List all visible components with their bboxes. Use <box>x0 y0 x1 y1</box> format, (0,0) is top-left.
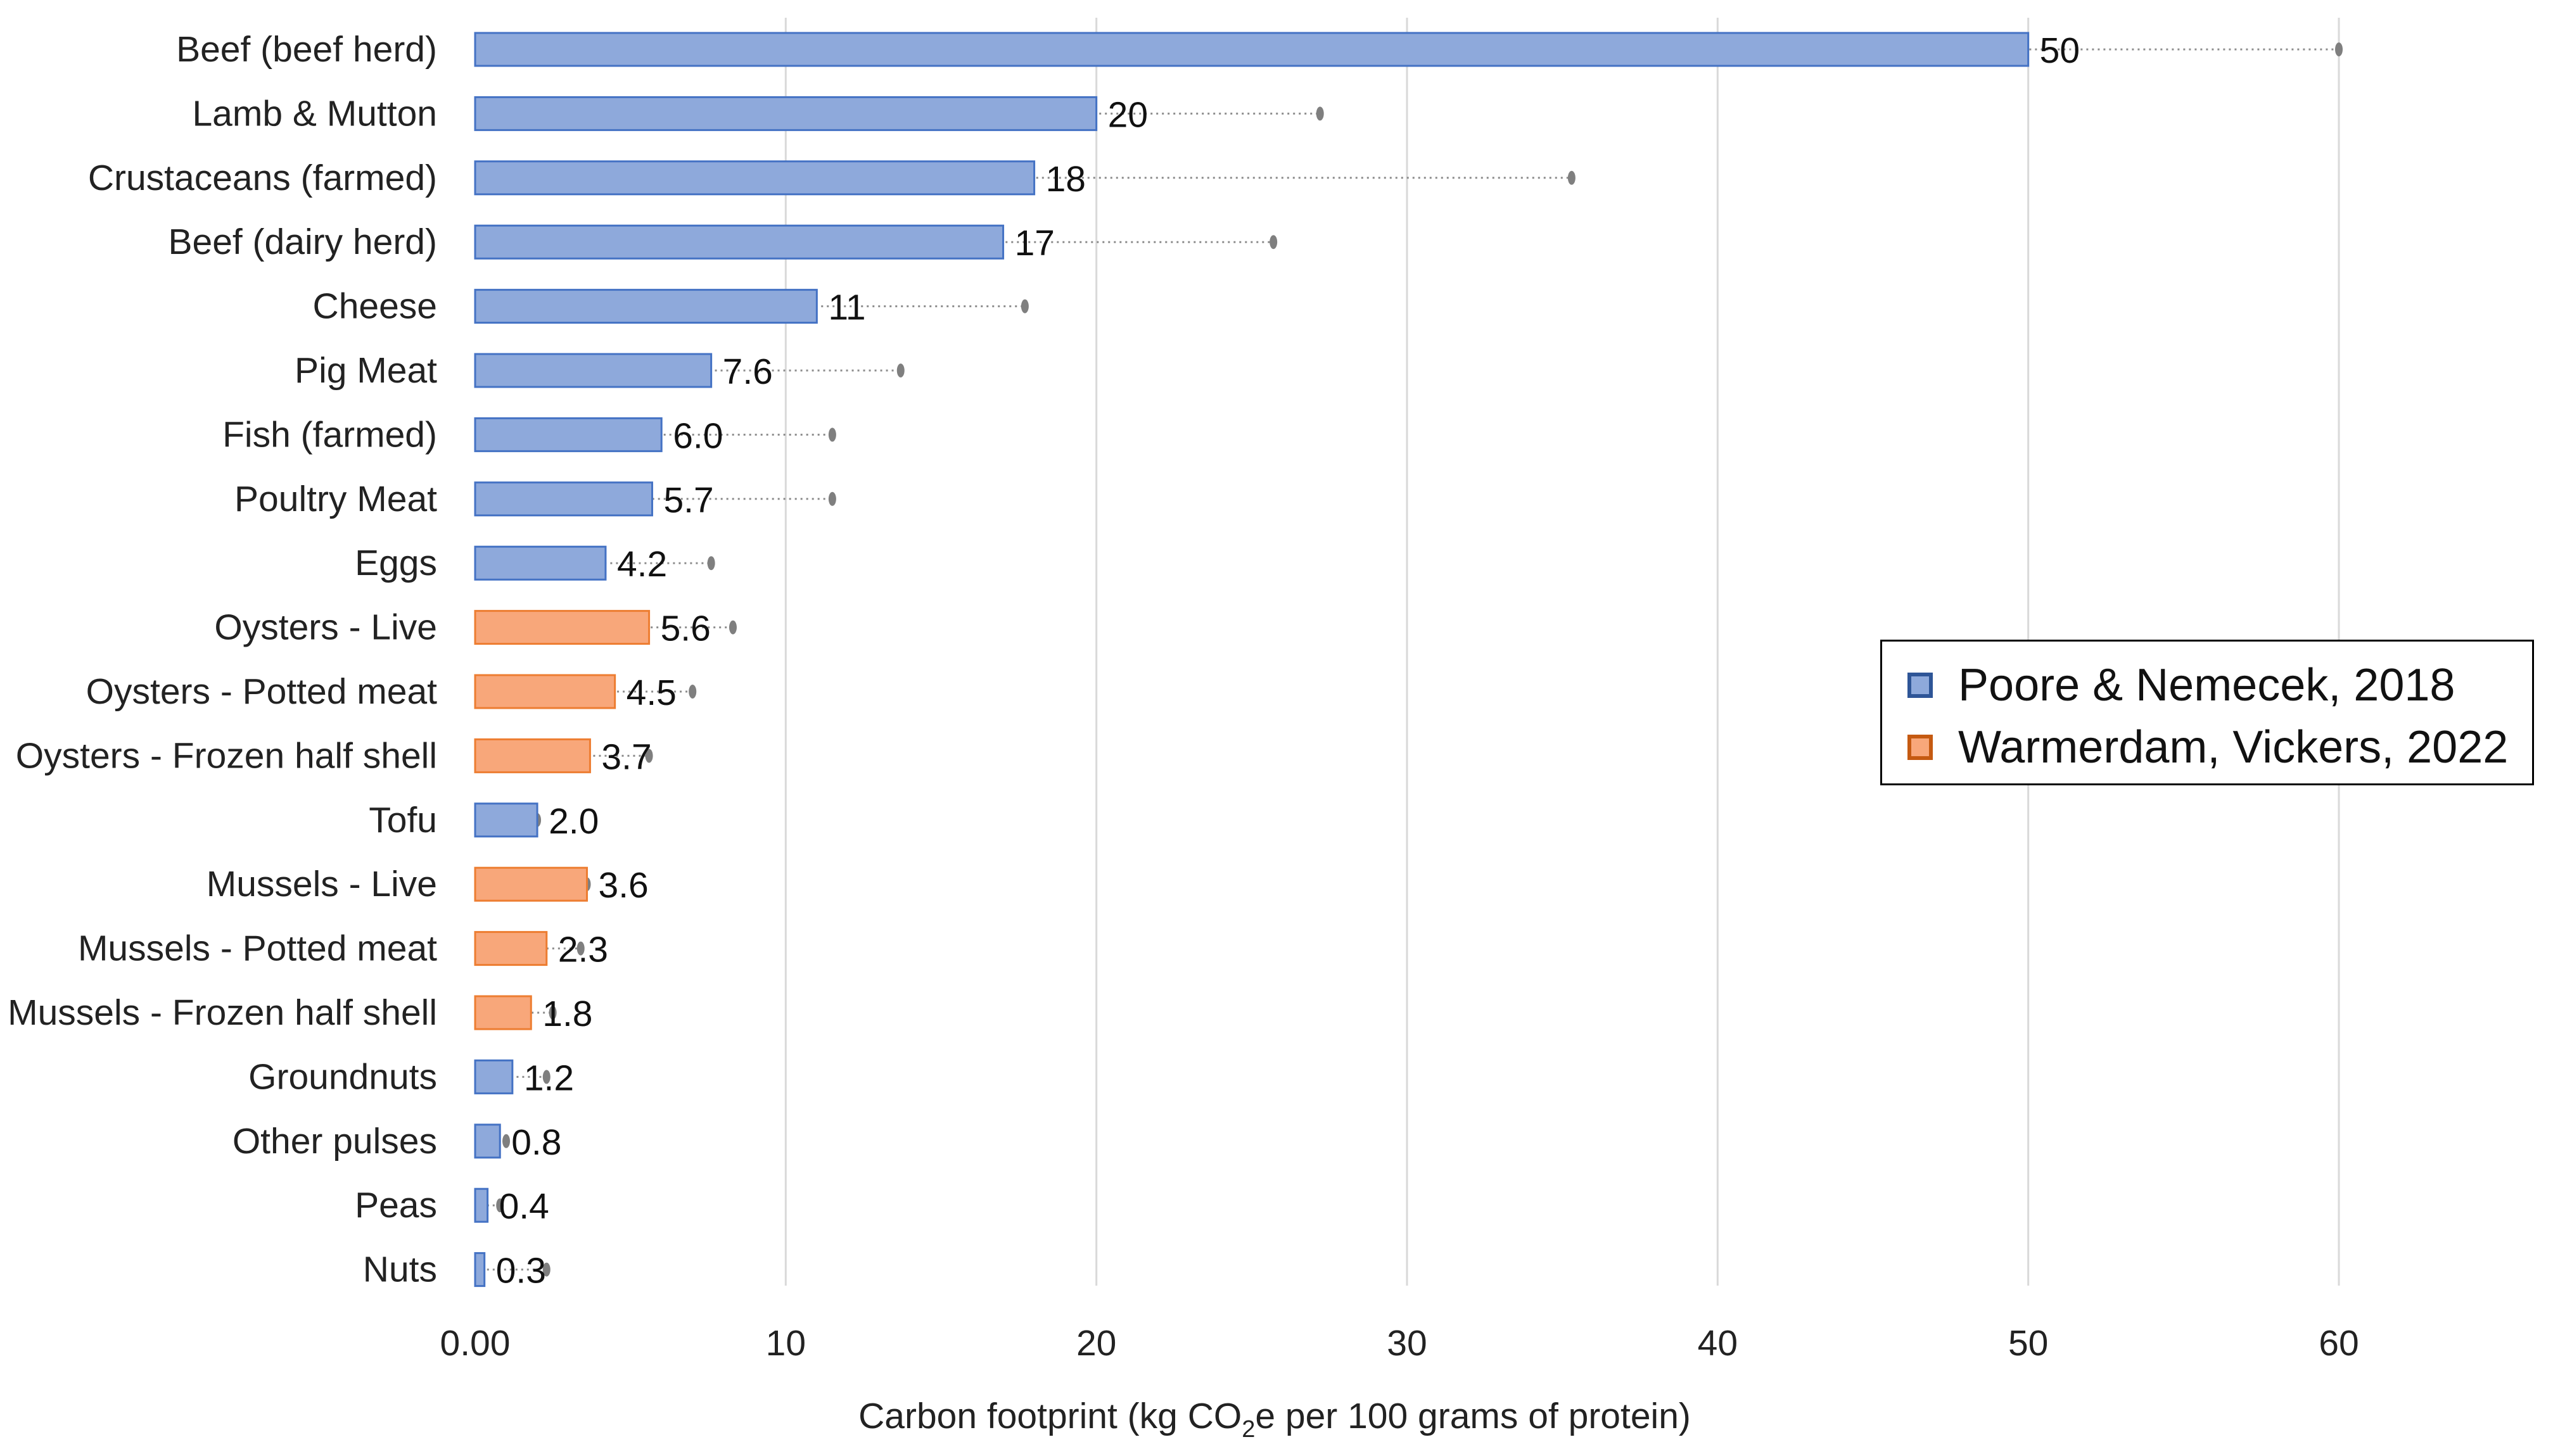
bar <box>474 96 1098 131</box>
legend: Poore & Nemecek, 2018 Warmerdam, Vickers… <box>1880 640 2534 785</box>
data-label: 4.5 <box>627 673 677 713</box>
data-label: 0.8 <box>511 1122 561 1163</box>
category-label: Peas <box>355 1185 437 1225</box>
range-high-marker <box>1021 299 1029 313</box>
data-label: 5.7 <box>663 480 713 521</box>
data-label: 0.3 <box>496 1251 546 1291</box>
bar <box>474 417 663 452</box>
range-high-marker <box>828 491 836 506</box>
bar <box>474 353 713 388</box>
category-label: Beef (beef herd) <box>176 29 437 70</box>
bar <box>474 1124 501 1159</box>
range-high-marker <box>707 556 715 571</box>
category-label: Oysters - Live <box>214 607 437 648</box>
data-label: 11 <box>828 288 865 328</box>
bar <box>474 160 1036 196</box>
category-label: Poultry Meat <box>234 479 437 519</box>
bar <box>474 995 532 1030</box>
x-axis-title: Carbon footprint (kg CO2e per 100 grams … <box>858 1396 1691 1443</box>
category-label: Oysters - Frozen half shell <box>16 735 437 776</box>
data-label: 17 <box>1015 223 1055 263</box>
x-tick-labels: 0.00 10 20 30 40 50 60 <box>440 1323 2359 1364</box>
x-tick-label: 0.00 <box>440 1323 511 1364</box>
category-label: Mussels - Frozen half shell <box>8 992 437 1033</box>
legend-item-warmerdam: Warmerdam, Vickers, 2022 <box>1907 719 2508 776</box>
data-labels: 50 20 18 17 11 7.66.0 5.7 4.2 5.6 4.5 3.72.03.6 2.3… <box>496 30 2080 1291</box>
range-high-marker <box>549 1006 557 1020</box>
category-label: Fish (farmed) <box>222 414 437 455</box>
range-high-marker <box>542 1070 551 1084</box>
category-label: Tofu <box>369 800 437 840</box>
bar <box>474 481 653 517</box>
bar <box>474 738 591 773</box>
range-high-marker <box>729 620 737 635</box>
bar <box>474 545 607 581</box>
bar <box>474 866 589 902</box>
data-label: 3.6 <box>599 865 649 906</box>
range-high-marker <box>496 1198 504 1213</box>
category-label: Cheese <box>313 286 437 327</box>
bar <box>474 1059 514 1094</box>
bar <box>474 289 818 324</box>
data-label: 0.4 <box>499 1186 549 1227</box>
category-label: Mussels - Potted meat <box>78 928 437 969</box>
range-high-marker <box>576 941 585 956</box>
legend-swatch-warmerdam <box>1907 735 1933 760</box>
data-label: 6.0 <box>673 415 723 456</box>
category-label: Other pulses <box>232 1121 437 1162</box>
data-label: 2.3 <box>558 930 608 970</box>
legend-swatch-poore <box>1907 673 1933 698</box>
range-high-marker <box>1567 170 1576 185</box>
range-high-marker <box>689 685 697 699</box>
range-high-marker <box>1270 235 1278 250</box>
x-tick-label: 20 <box>1076 1323 1116 1364</box>
range-high-marker <box>896 364 905 377</box>
range-high-marker <box>2335 42 2343 56</box>
category-labels: Beef (beef herd) Lamb & Mutton Crustaceans… <box>8 29 437 1290</box>
bar <box>474 1187 489 1223</box>
x-tick-label: 30 <box>1387 1323 1427 1364</box>
category-label: Oysters - Potted meat <box>86 671 438 712</box>
x-tick-label: 50 <box>2008 1323 2048 1364</box>
data-label: 2.0 <box>549 801 599 842</box>
bar <box>474 674 616 709</box>
data-label: 7.6 <box>723 351 773 392</box>
legend-label-poore: Poore & Nemecek, 2018 <box>1958 660 2455 711</box>
x-tick-label: 10 <box>766 1323 806 1364</box>
category-label: Crustaceans (farmed) <box>88 158 437 198</box>
category-label: Mussels - Live <box>207 864 437 904</box>
x-tick-label: 40 <box>1698 1323 1738 1364</box>
category-label: Groundnuts <box>248 1056 437 1097</box>
data-label: 4.2 <box>617 544 667 585</box>
bar <box>474 610 651 645</box>
range-high-marker <box>828 427 836 442</box>
data-label: 20 <box>1108 94 1148 135</box>
range-high-marker <box>502 1134 511 1148</box>
bar <box>474 931 548 966</box>
category-label: Pig Meat <box>295 350 437 391</box>
bars <box>474 32 2030 1288</box>
x-tick-label: 60 <box>2319 1323 2359 1364</box>
range-high-marker <box>542 1262 551 1277</box>
range-high-marker <box>645 749 653 763</box>
bar <box>474 32 2030 67</box>
data-label: 18 <box>1046 159 1086 199</box>
data-label: 50 <box>2040 30 2080 71</box>
category-label: Eggs <box>355 543 437 583</box>
data-label: 1.8 <box>542 994 592 1034</box>
bar <box>474 1252 486 1288</box>
legend-label-warmerdam: Warmerdam, Vickers, 2022 <box>1958 722 2509 773</box>
legend-item-poore: Poore & Nemecek, 2018 <box>1907 657 2455 714</box>
data-label: 3.7 <box>601 737 651 777</box>
range-high-marker <box>1316 106 1324 121</box>
category-label: Nuts <box>363 1250 437 1290</box>
bar <box>474 802 538 838</box>
category-label: Lamb & Mutton <box>192 93 437 134</box>
data-label: 1.2 <box>524 1058 574 1098</box>
bar <box>474 224 1005 260</box>
data-label: 5.6 <box>661 609 711 649</box>
category-label: Beef (dairy herd) <box>168 222 437 262</box>
